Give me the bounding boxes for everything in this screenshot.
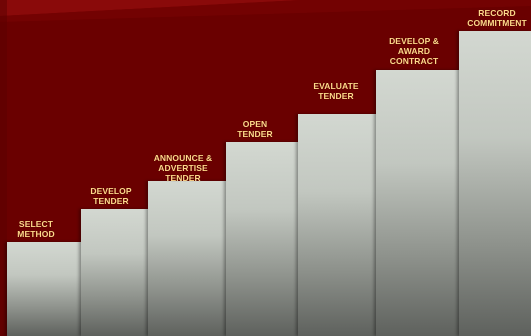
step-label-evaluate-tender: EVALUATE TENDER	[313, 81, 359, 101]
step-label-develop-award-contract: DEVELOP & AWARD CONTRACT	[389, 36, 439, 66]
step-label-develop-tender: DEVELOP TENDER	[90, 186, 132, 206]
step-announce-advertise-tender	[148, 181, 226, 336]
step-record-commitment	[459, 31, 531, 336]
step-develop-tender	[81, 209, 148, 336]
step-label-record-commitment: RECORD COMMITMENT	[467, 8, 527, 28]
step-evaluate-tender	[298, 114, 376, 336]
step-label-open-tender: OPEN TENDER	[237, 119, 273, 139]
step-label-select-method: SELECT METHOD	[17, 219, 55, 239]
step-open-tender	[226, 142, 298, 336]
step-develop-award-contract	[376, 70, 459, 336]
step-select-method	[7, 242, 81, 336]
step-label-announce-advertise-tender: ANNOUNCE & ADVERTISE TENDER	[153, 153, 213, 183]
